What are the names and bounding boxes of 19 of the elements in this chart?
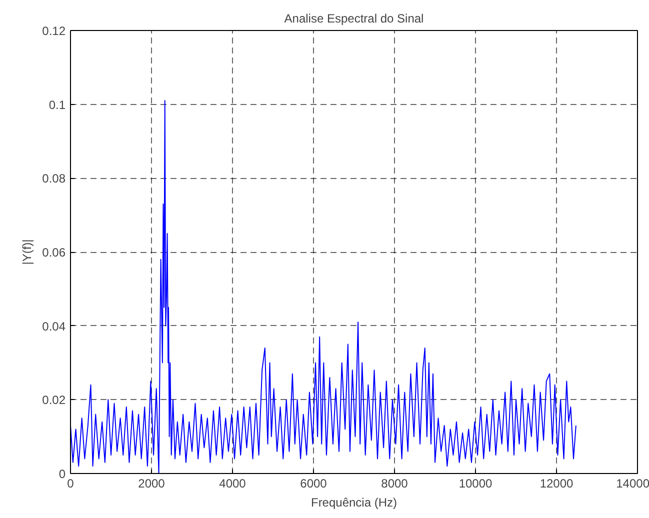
x-axis-title: Frequência (Hz) <box>310 496 398 510</box>
x-tick-label: 14000 <box>616 476 649 490</box>
x-tick-label: 6000 <box>300 476 328 490</box>
x-tick-label: 10000 <box>458 476 493 490</box>
x-tick-label: 12000 <box>540 476 574 490</box>
chart-title: Analise Espectral do Sinal <box>284 12 424 26</box>
line-series <box>70 100 576 474</box>
x-tick-label: 2000 <box>138 476 166 490</box>
y-tick-label: 0.12 <box>42 24 66 38</box>
y-tick-label: 0.02 <box>42 393 66 408</box>
y-tick-label: 0.08 <box>42 172 66 186</box>
y-tick-label: 0.06 <box>42 246 66 260</box>
y-tick-label: 0.1 <box>48 98 66 112</box>
x-tick-label: 0 <box>67 476 74 490</box>
y-tick-label: 0 <box>58 467 66 481</box>
x-tick-label: 4000 <box>219 476 246 490</box>
y-tick-label: 0.04 <box>42 319 66 334</box>
x-tick-label: 8000 <box>381 476 408 490</box>
y-axis-title: |Y(f)| <box>20 239 34 265</box>
